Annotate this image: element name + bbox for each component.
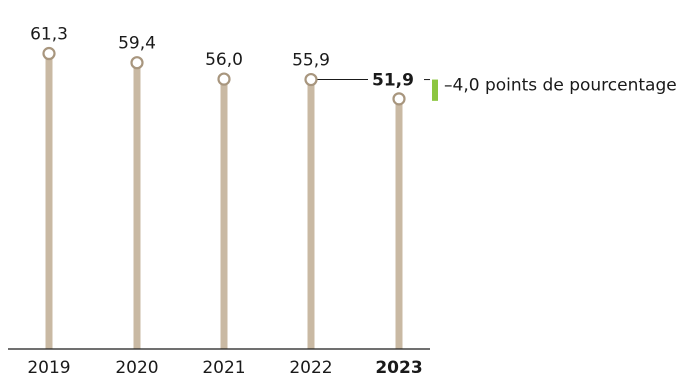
value-label-2019: 61,3 — [30, 25, 68, 45]
marker-2023 — [392, 92, 406, 106]
x-tick-label-2022: 2022 — [289, 358, 332, 376]
value-label-2023: 51,9 — [372, 71, 414, 91]
x-tick-labels-group: 2019 2020 2021 2022 2023 — [27, 358, 422, 376]
stem-2020 — [133, 62, 141, 349]
marker-2019 — [42, 46, 56, 61]
x-tick-label-2020: 2020 — [115, 358, 158, 376]
value-label-2020: 59,4 — [118, 34, 156, 54]
stems-group — [45, 53, 403, 350]
change-annotation-group: –4,0 points de pourcentage — [317, 76, 677, 101]
marker-2022 — [304, 72, 318, 87]
markers-group — [42, 46, 406, 106]
change-annotation-text: –4,0 points de pourcentage — [444, 76, 677, 96]
marker-2020 — [130, 56, 144, 70]
value-labels-group: 61,3 59,4 56,0 55,9 51,9 — [30, 25, 414, 91]
marker-2021 — [217, 72, 231, 86]
x-tick-label-2019: 2019 — [27, 358, 70, 376]
stem-2022 — [307, 79, 315, 349]
stem-2021 — [220, 79, 228, 349]
change-indicator-bar — [432, 79, 438, 101]
x-tick-label-2021: 2021 — [202, 358, 245, 376]
x-tick-label-2023: 2023 — [375, 358, 422, 376]
value-label-2021: 56,0 — [205, 50, 243, 70]
stem-2019 — [45, 53, 53, 350]
value-label-2022: 55,9 — [292, 51, 330, 71]
stem-2023 — [395, 98, 403, 349]
